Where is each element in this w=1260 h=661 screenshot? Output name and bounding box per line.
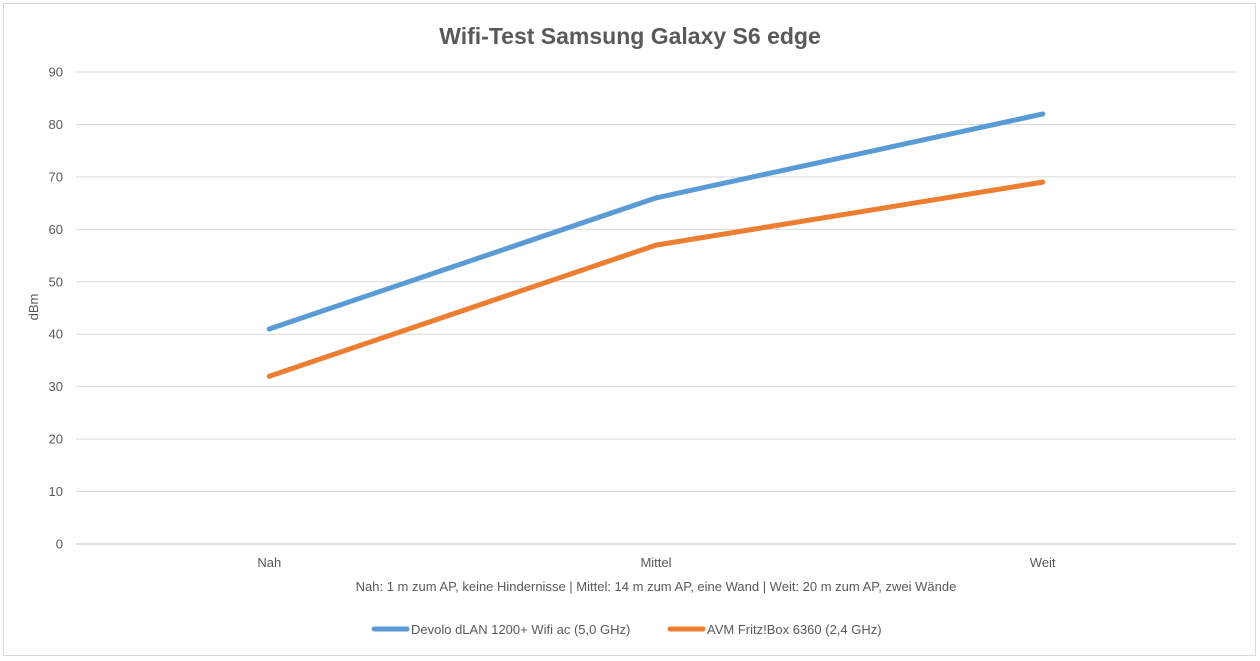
data-point	[1040, 179, 1046, 185]
chart-frame	[3, 3, 1256, 656]
y-tick-label: 70	[49, 169, 63, 184]
y-tick-label: 80	[49, 117, 63, 132]
series-line-1	[266, 111, 1046, 332]
y-tick-label: 20	[49, 432, 63, 447]
y-tick-label: 40	[49, 327, 63, 342]
y-tick-label: 0	[56, 537, 63, 552]
x-tick-label: Weit	[1030, 555, 1056, 570]
y-tick-label: 50	[49, 274, 63, 289]
x-tick-label: Mittel	[640, 555, 671, 570]
data-point	[653, 242, 659, 248]
series-lines	[266, 111, 1046, 379]
x-axis-label: Nah: 1 m zum AP, keine Hindernisse | Mit…	[356, 579, 957, 594]
gridlines	[76, 71, 1236, 545]
x-axis-ticks: Nah Mittel Weit	[257, 555, 1056, 570]
chart-title: Wifi-Test Samsung Galaxy S6 edge	[439, 23, 821, 49]
legend-label: Devolo dLAN 1200+ Wifi ac (5,0 GHz)	[411, 622, 630, 637]
y-tick-label: 10	[49, 484, 63, 499]
legend: Devolo dLAN 1200+ Wifi ac (5,0 GHz) AVM F…	[371, 622, 882, 637]
y-axis-ticks: 0 10 20 30 40 50 60 70 80 90	[49, 65, 63, 552]
y-tick-label: 90	[49, 65, 63, 80]
y-axis-label: dBm	[26, 294, 41, 321]
data-point	[266, 373, 272, 379]
y-tick-label: 30	[49, 379, 63, 394]
data-point	[266, 326, 272, 332]
y-tick-label: 60	[49, 222, 63, 237]
legend-label: AVM Fritz!Box 6360 (2,4 GHz)	[707, 622, 882, 637]
x-tick-label: Nah	[257, 555, 281, 570]
series-line-2	[266, 179, 1046, 379]
data-point	[653, 195, 659, 201]
data-point	[1040, 111, 1046, 117]
